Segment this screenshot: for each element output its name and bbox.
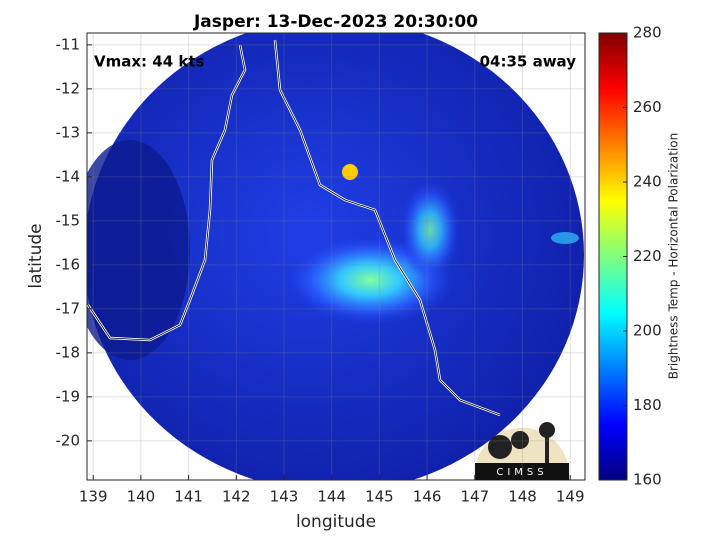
y-tick-label: -13 [56, 123, 81, 141]
y-tick-label: -15 [56, 211, 81, 229]
y-tick-label: -16 [56, 255, 81, 273]
x-tick-label: 149 [556, 488, 585, 506]
svg-text:CIMSS: CIMSS [496, 467, 547, 478]
annotation: 04:35 away [480, 53, 577, 71]
y-tick-label: -14 [56, 167, 81, 185]
x-tick-label: 146 [413, 488, 442, 506]
colorbar-tick-label: 160 [633, 471, 662, 489]
x-tick-label: 140 [127, 488, 156, 506]
x-tick-label: 139 [79, 488, 108, 506]
y-tick-label: -12 [56, 79, 81, 97]
colorbar [598, 32, 628, 481]
y-tick-label: -19 [56, 387, 81, 405]
cimss-logo: CIMSS [474, 422, 569, 480]
y-tick-label: -20 [56, 431, 81, 449]
x-tick-label: 141 [174, 488, 203, 506]
chart-title: Jasper: 13-Dec-2023 20:30:00 [193, 12, 478, 32]
y-tick-label: -11 [56, 35, 81, 53]
x-tick-label: 147 [460, 488, 489, 506]
colorbar-tick-label: 240 [633, 173, 662, 191]
y-tick-label: -17 [56, 299, 81, 317]
y-tick-label: -18 [56, 343, 81, 361]
x-axis-label: longitude [296, 512, 376, 532]
x-tick-label: 148 [508, 488, 537, 506]
x-tick-label: 143 [270, 488, 299, 506]
x-tick-label: 144 [317, 488, 346, 506]
colorbar-tick-label: 280 [633, 24, 662, 42]
colorbar-tick-label: 260 [633, 98, 662, 116]
colorbar-tick-label: 220 [633, 247, 662, 265]
grid [87, 33, 585, 480]
annotation: Vmax: 44 kts [94, 53, 204, 71]
satellite-image [87, 33, 584, 480]
x-tick-label: 142 [222, 488, 251, 506]
colorbar-label: Brightness Temp - Horizontal Polarizatio… [667, 133, 681, 380]
colorbar-tick-label: 180 [633, 396, 662, 414]
colorbar-tick-label: 200 [633, 322, 662, 340]
y-axis-label: latitude [26, 223, 46, 288]
x-tick-label: 145 [365, 488, 394, 506]
